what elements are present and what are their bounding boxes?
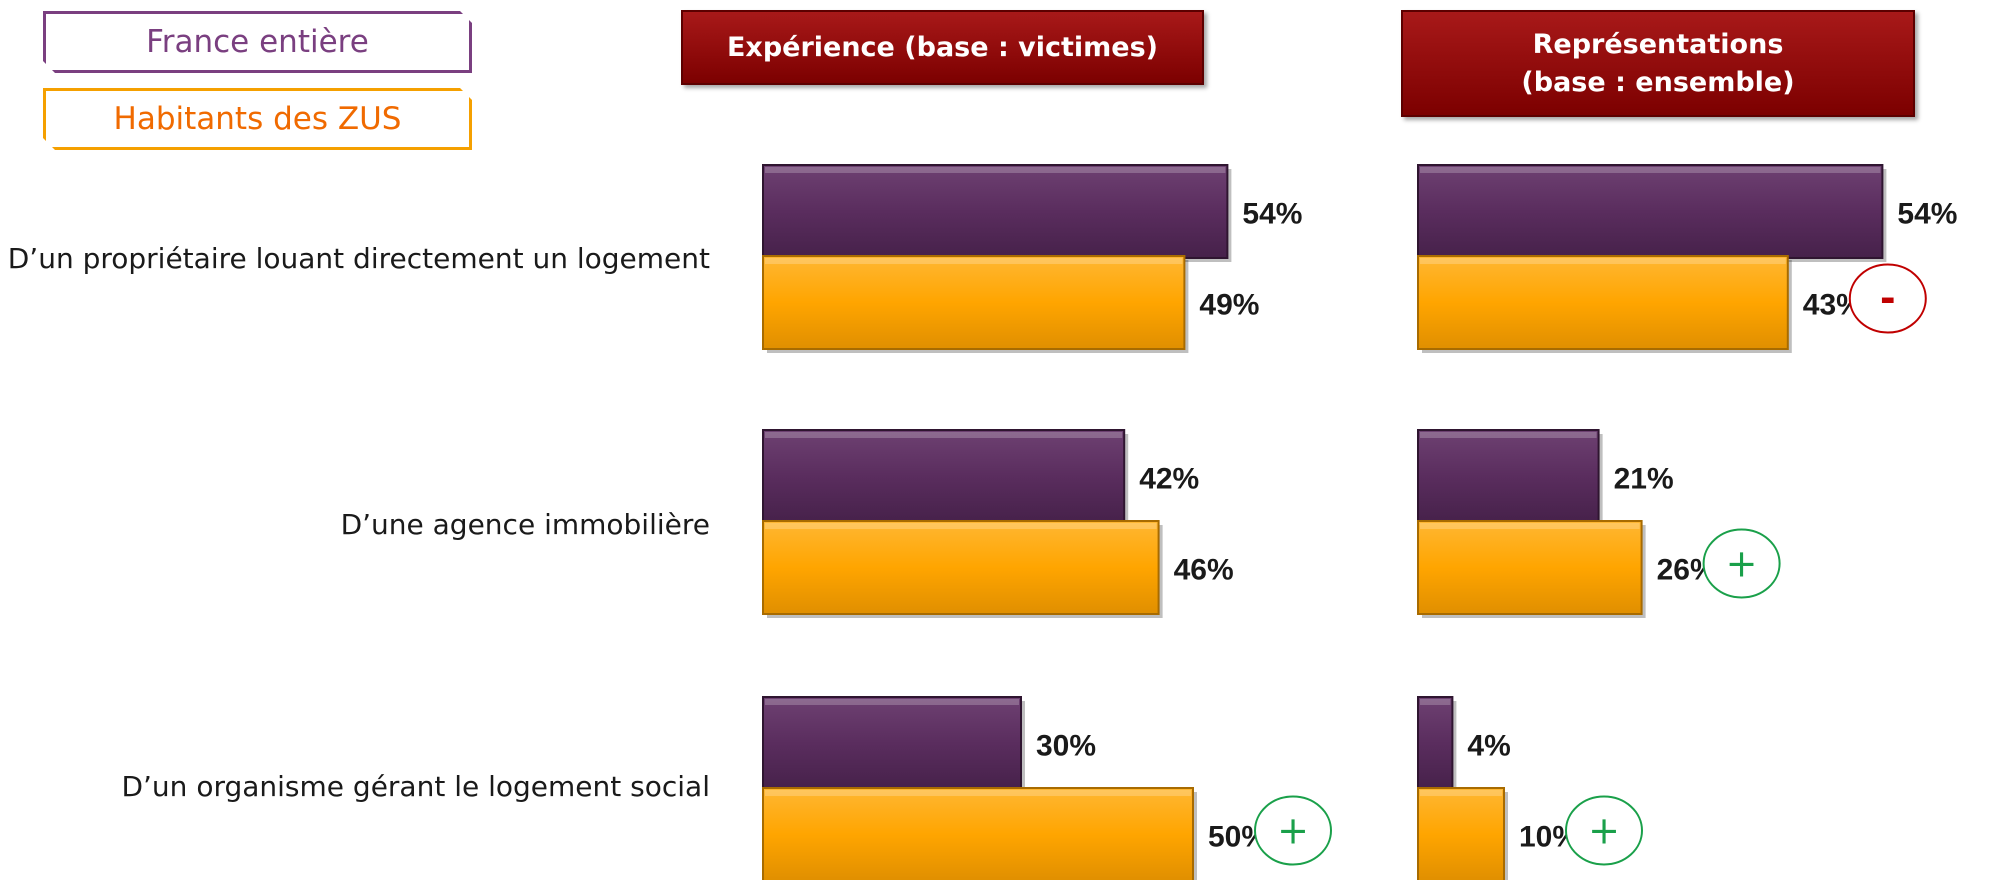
panel-title-experience: Expérience (base : victimes) (726, 31, 1159, 63)
value-label: 46% (1174, 554, 1234, 587)
plus-marker: + (1277, 809, 1309, 853)
plus-marker: + (1588, 809, 1620, 853)
bar-bevel (765, 432, 1123, 438)
value-label: 4% (1467, 730, 1510, 763)
panel-title-representations: Représentations (base : ensemble) (1521, 28, 1795, 98)
value-label: 30% (1036, 730, 1096, 763)
bar-zus-experience-1 (762, 520, 1160, 615)
bar-bevel (765, 523, 1157, 529)
panel-header-representations: Représentations (base : ensemble) (1401, 10, 1915, 117)
plus-marker-circle (1565, 795, 1643, 866)
value-label: 42% (1139, 463, 1199, 496)
bar-zus-representations-1 (1417, 520, 1643, 615)
value-label: 21% (1614, 463, 1674, 496)
bar-zus-experience-0 (762, 255, 1186, 350)
bar-bevel (765, 167, 1226, 173)
category-label-proprietaire: D’un propriétaire louant directement un … (7, 242, 710, 275)
bar-group (1417, 787, 1508, 880)
legend-zus-label: Habitants des ZUS (113, 101, 402, 137)
bar-bevel (1420, 258, 1786, 264)
bar-france-representations-2 (1417, 696, 1454, 791)
bar-group (762, 255, 1189, 353)
bar-zus-representations-0 (1417, 255, 1789, 350)
plus-marker: + (1726, 542, 1758, 586)
bar-group (762, 429, 1129, 527)
legend-france-entiere: France entière (43, 11, 472, 73)
value-label: 54% (1242, 198, 1302, 231)
category-label-agence: D’une agence immobilière (340, 508, 710, 541)
bar-group (762, 164, 1232, 262)
bar-bevel (1420, 699, 1451, 705)
bar-zus-experience-2 (762, 787, 1194, 880)
legend-france-label: France entière (146, 24, 369, 60)
bar-france-experience-2 (762, 696, 1022, 791)
bar-bevel (1420, 523, 1640, 529)
bar-france-experience-0 (762, 164, 1229, 259)
bar-group (1417, 255, 1792, 353)
bar-france-representations-1 (1417, 429, 1600, 524)
plus-marker-circle (1254, 795, 1332, 866)
bar-group (1417, 520, 1646, 618)
category-label-organisme: D’un organisme gérant le logement social (121, 770, 710, 803)
value-label: 54% (1897, 198, 1957, 231)
legend-habitants-zus: Habitants des ZUS (43, 88, 472, 150)
minus-marker-circle (1848, 263, 1927, 334)
panel-header-experience: Expérience (base : victimes) (681, 10, 1204, 85)
bar-group (762, 520, 1163, 618)
bar-group (1417, 696, 1457, 794)
bar-bevel (765, 699, 1019, 705)
bar-bevel (1420, 167, 1881, 173)
bar-bevel (765, 258, 1183, 264)
value-label: 49% (1199, 289, 1259, 322)
bar-bevel (1420, 432, 1597, 438)
bar-group (762, 696, 1025, 794)
bar-bevel (765, 790, 1191, 796)
plus-marker-circle (1702, 528, 1781, 599)
bar-france-representations-0 (1417, 164, 1884, 259)
bar-bevel (1420, 790, 1502, 796)
bar-zus-representations-2 (1417, 787, 1505, 880)
minus-marker: - (1880, 277, 1896, 321)
bar-group (762, 787, 1197, 880)
bar-group (1417, 429, 1603, 527)
bar-france-experience-1 (762, 429, 1126, 524)
bar-group (1417, 164, 1887, 262)
